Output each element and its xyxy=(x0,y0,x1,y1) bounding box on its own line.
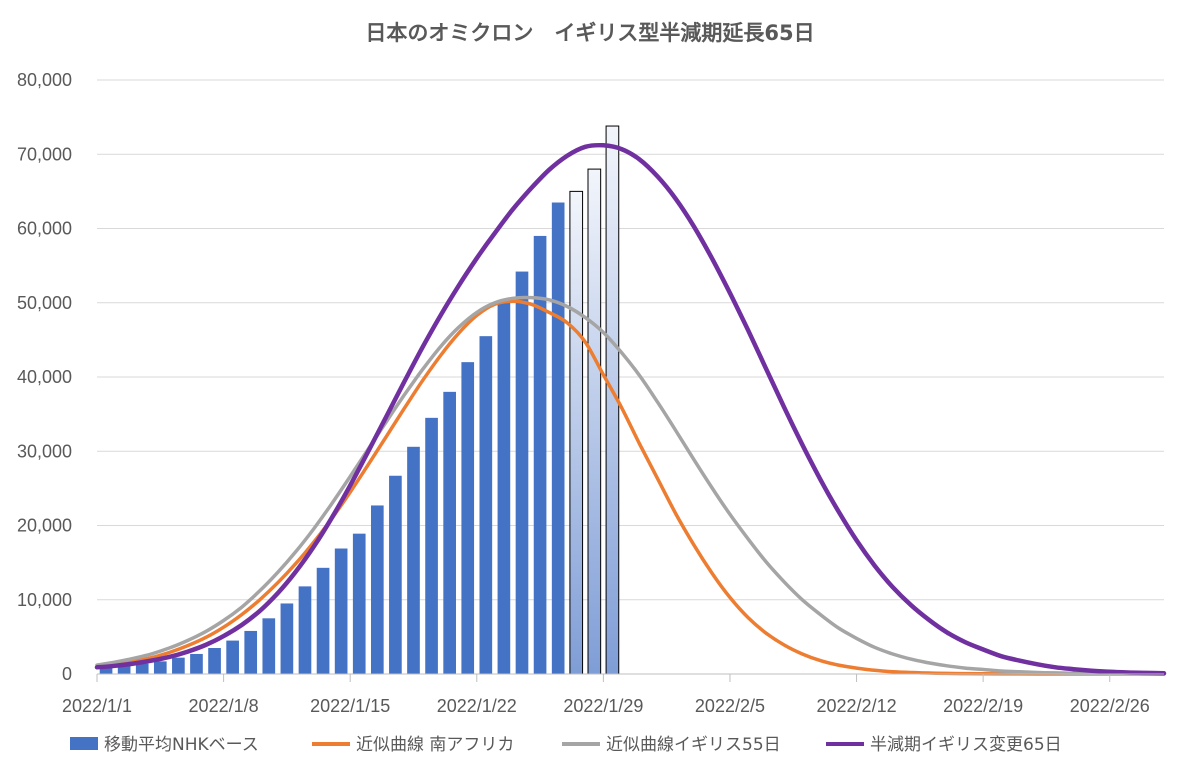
y-tick-label: 20,000 xyxy=(17,516,72,536)
projected-bar xyxy=(569,190,584,675)
legend-label: 近似曲線イギリス55日 xyxy=(606,735,781,755)
x-tick-label: 2022/1/29 xyxy=(563,696,643,716)
x-tick-label: 2022/1/22 xyxy=(437,696,517,716)
legend-swatch xyxy=(70,737,98,750)
bar xyxy=(117,665,131,674)
legend-label: 移動平均NHKベース xyxy=(104,735,259,755)
y-tick-label: 60,000 xyxy=(17,219,72,239)
bar xyxy=(153,661,167,674)
series-line xyxy=(95,299,1166,676)
y-tick-label: 80,000 xyxy=(17,70,72,90)
bar xyxy=(515,271,529,674)
y-tick-label: 40,000 xyxy=(17,367,72,387)
y-tick-label: 0 xyxy=(62,664,72,684)
line-series xyxy=(94,142,1167,676)
bar xyxy=(352,533,366,674)
x-tick-label: 2022/2/26 xyxy=(1070,696,1150,716)
series-line xyxy=(94,142,1167,676)
bar xyxy=(135,663,149,674)
y-tick-label: 70,000 xyxy=(17,144,72,164)
bar xyxy=(479,336,493,674)
x-tick-label: 2022/1/8 xyxy=(189,696,259,716)
chart-title: 日本のオミクロン イギリス型半減期延長65日 xyxy=(365,21,814,45)
x-tick-label: 2022/1/1 xyxy=(62,696,132,716)
bar xyxy=(172,657,185,674)
legend: 移動平均NHKベース 近似曲線 南アフリカ 近似曲線イギリス55日 半減期イギリス変更… xyxy=(70,735,1062,755)
bar xyxy=(244,630,258,674)
bar xyxy=(298,586,312,674)
x-tick-label: 2022/2/19 xyxy=(943,696,1023,716)
bar xyxy=(497,302,511,674)
legend-label: 半減期イギリス変更65日 xyxy=(870,735,1062,755)
legend-label: 近似曲線 南アフリカ xyxy=(356,735,514,755)
bar xyxy=(226,640,239,674)
bar xyxy=(280,603,294,674)
projected-bar xyxy=(587,168,602,675)
bar xyxy=(407,446,420,674)
x-tick-label: 2022/1/15 xyxy=(310,696,390,716)
y-tick-label: 30,000 xyxy=(17,441,72,461)
bar xyxy=(461,362,475,674)
bar xyxy=(99,667,113,674)
bar xyxy=(443,391,456,674)
x-axis-labels: 2022/1/1 2022/1/8 2022/1/15 2022/1/22 2022/1… xyxy=(62,674,1150,716)
y-tick-label: 10,000 xyxy=(17,590,72,610)
bar xyxy=(425,417,438,674)
bar xyxy=(334,548,348,674)
y-axis-labels: 0 10,000 20,000 30,000 40,000 50,000 60,000 70,… xyxy=(17,70,72,684)
bar xyxy=(389,475,402,674)
grid xyxy=(97,79,1164,601)
bar xyxy=(551,202,565,674)
y-tick-label: 50,000 xyxy=(17,293,72,313)
bar xyxy=(208,648,221,674)
bar-series xyxy=(99,125,620,675)
bar xyxy=(533,235,547,675)
x-tick-label: 2022/2/12 xyxy=(817,696,897,716)
bar xyxy=(370,505,384,674)
bar xyxy=(316,567,330,674)
x-tick-label: 2022/2/5 xyxy=(695,696,765,716)
bar xyxy=(190,653,203,674)
series-line xyxy=(95,295,1166,676)
bar xyxy=(262,618,276,674)
